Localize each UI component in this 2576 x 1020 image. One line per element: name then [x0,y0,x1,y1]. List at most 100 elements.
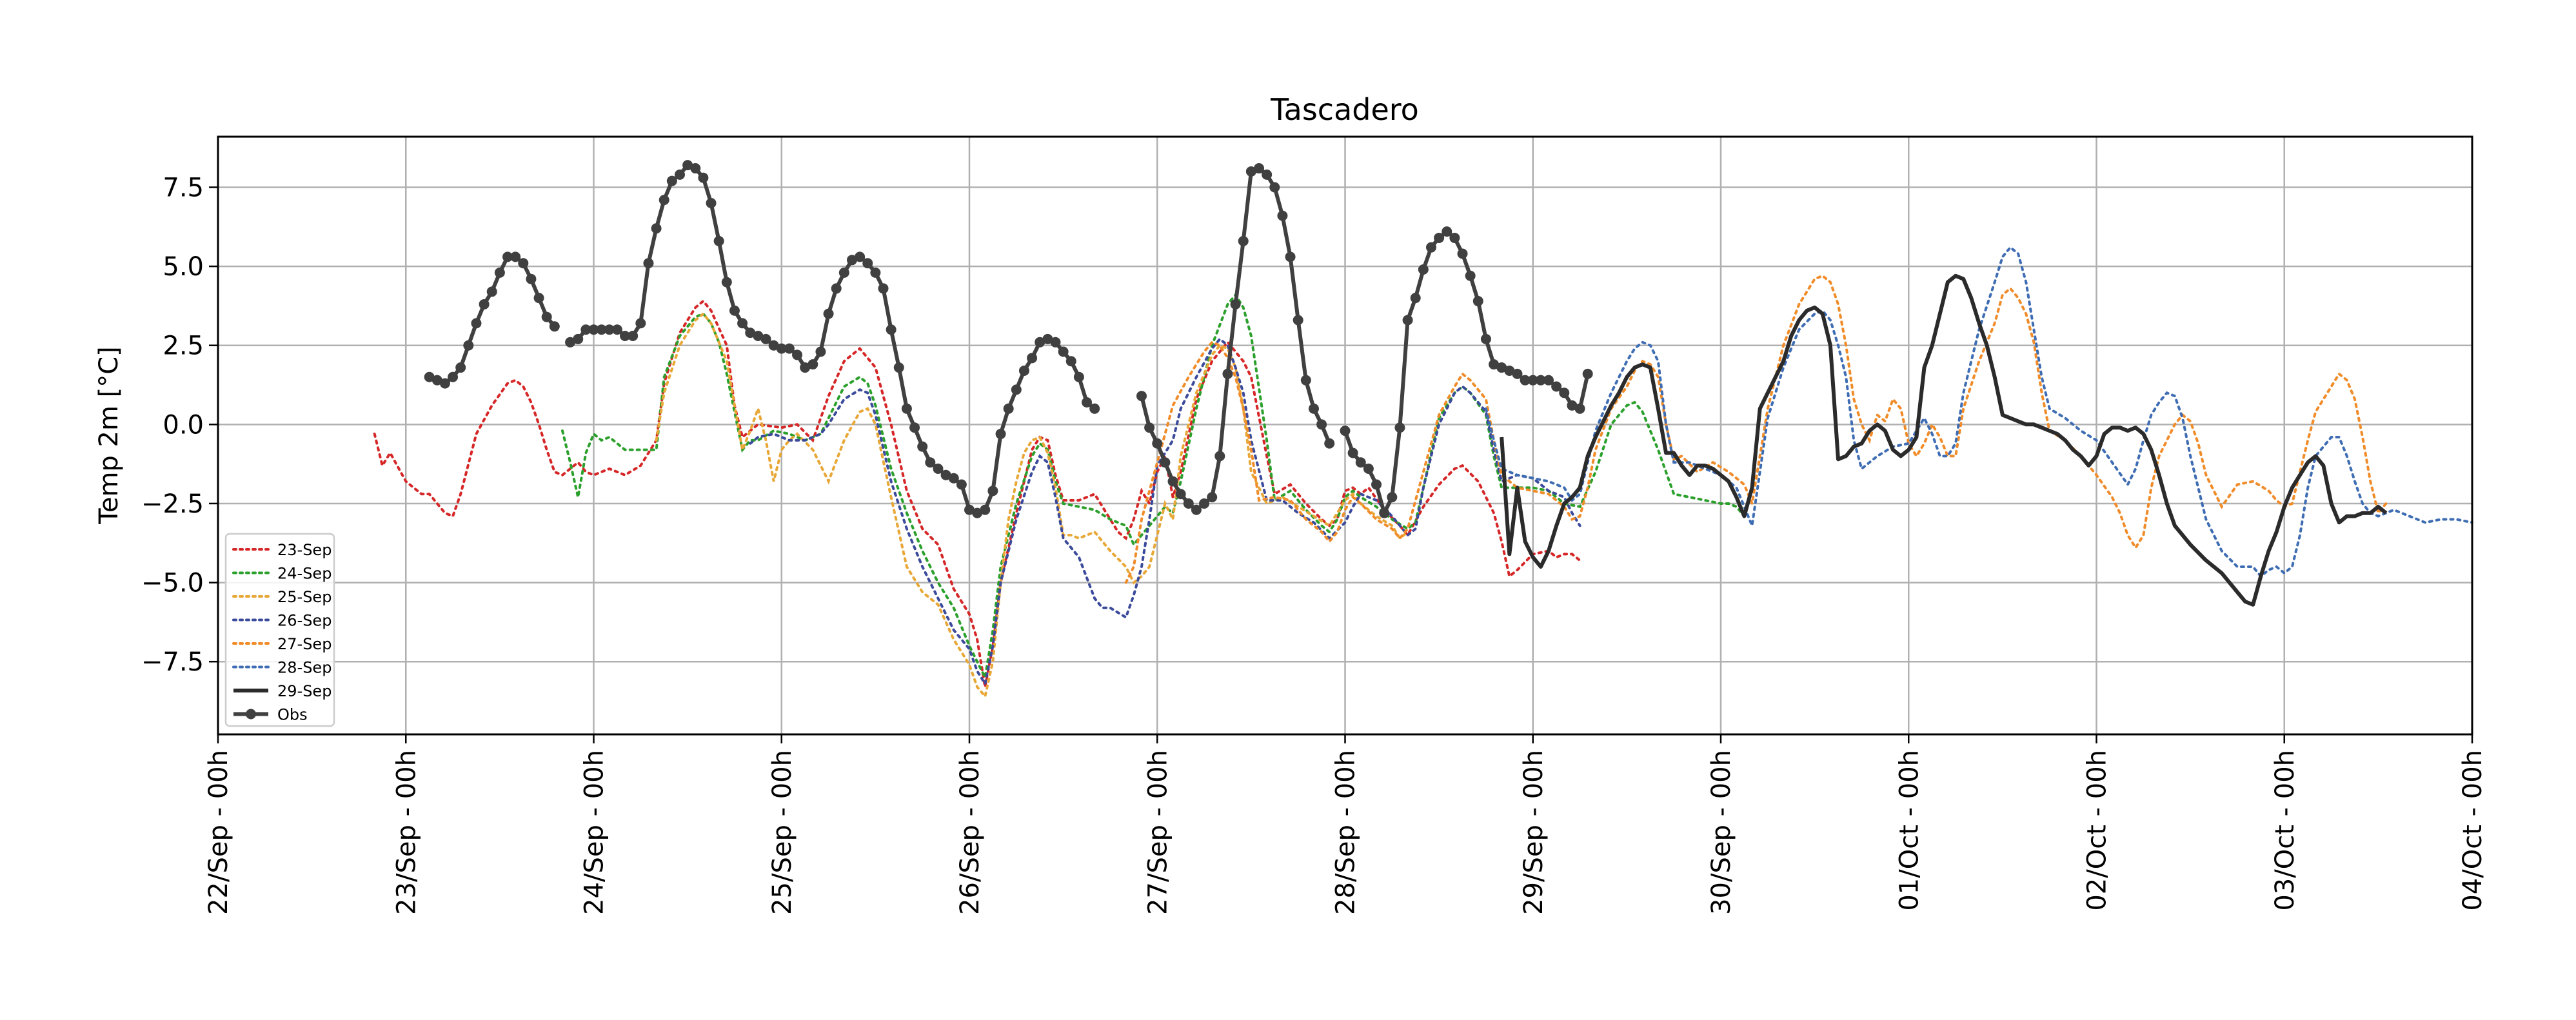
series-obs-point [1042,333,1053,344]
legend-27-sep-label: 27-Sep [277,635,332,653]
series-obs-point [1003,403,1014,414]
series-obs-point [1199,498,1210,509]
series-obs-point [807,359,818,370]
series-obs-point [1418,264,1429,275]
x-tick-label: 25/Sep - 00h [768,750,797,915]
series-obs-point [1504,365,1515,376]
series-obs-point [1355,457,1366,468]
series-obs-point [1191,504,1202,515]
y-axis: 7.5 5.0 2.5 0.0 −2.5 −5.0 −7.5 [141,173,218,677]
series-obs-point [893,362,904,373]
series-obs-point [1512,368,1523,379]
series-obs-point [995,429,1006,440]
series-obs-point [651,223,662,234]
series-obs-point [1559,387,1570,398]
series-obs-point [494,267,505,278]
series-obs-point [1245,166,1256,177]
legend-box [224,533,335,727]
series-obs-point [1324,438,1335,449]
x-tick-label: 27/Sep - 00h [1143,750,1173,915]
series-obs-point [1308,403,1319,414]
series-obs-point [753,331,764,341]
series-obs-point [792,349,803,360]
series-obs-point [1254,163,1265,174]
series-obs-point [1293,315,1303,326]
series-obs-point [533,293,544,304]
series-obs-point [643,258,654,269]
series-obs-point [987,485,998,496]
series-obs-point [448,371,459,382]
series-obs-point [1363,464,1374,474]
x-tick-label: 04/Oct - 00h [2458,750,2488,911]
series-obs-point [1285,251,1296,262]
series-obs-point [1222,368,1233,379]
series-obs-point [1402,315,1413,326]
series-obs-point [455,362,466,373]
series-obs-point [1082,397,1093,407]
series-obs-point [1230,299,1241,309]
series-obs-point [1050,337,1061,348]
series-obs-point [964,504,975,515]
series-obs-point [666,175,677,186]
series-obs-point [502,251,513,262]
chart-title: Tascadero [1270,92,1419,127]
series-obs-point [549,321,560,332]
series-obs-point [1449,232,1460,243]
series-obs-point [635,318,646,329]
y-tick-label: 5.0 [163,252,204,282]
series-obs-point [596,324,607,335]
series-obs-point [729,305,740,316]
series-obs-point [1387,492,1398,503]
series-obs-point [745,328,756,338]
series-obs-point [800,362,811,373]
series-obs-point [573,333,584,344]
series-obs-point [1065,356,1076,367]
series-obs-point [1496,362,1507,373]
series-obs-point [510,251,521,262]
series-obs-point [855,251,866,262]
series-obs-point [1089,403,1100,414]
series-obs-point [878,283,889,294]
series-obs-point [1011,384,1022,395]
series-obs-point [838,267,849,278]
series-obs-point [1183,498,1194,509]
series-obs-point [940,469,951,480]
series-obs-point [760,333,771,344]
series-obs-point [948,473,959,484]
series-obs-point [1214,451,1225,462]
series-obs-point [721,277,732,288]
series-obs-point [1262,169,1273,180]
series-obs-point [486,286,497,297]
x-tick-label: 23/Sep - 00h [391,750,421,915]
series-obs-point [1035,337,1045,348]
series-obs-point [901,403,912,414]
x-tick-label: 03/Oct - 00h [2270,750,2300,911]
series-obs-point [1175,489,1186,500]
series-obs-point [815,346,826,357]
series-obs-point [479,299,490,309]
y-tick-label: 2.5 [163,331,204,361]
series-obs-point [1167,476,1178,487]
series-obs-point [870,267,881,278]
series-obs-point [1489,359,1500,370]
legend-obs-marker [246,709,256,720]
series-obs-point [1152,438,1163,449]
series-obs-point [1144,422,1155,433]
series-obs-point [933,464,944,474]
series-obs-point [674,169,685,180]
series-obs-point [1425,242,1436,253]
series-obs-point [659,195,669,206]
x-tick-label: 28/Sep - 00h [1331,750,1361,915]
series-obs-point [1442,226,1452,237]
series-obs-point [1300,375,1311,386]
series-obs-point [424,371,435,382]
series-obs-point [1434,232,1445,243]
x-tick-label: 24/Sep - 00h [580,750,609,915]
series-obs-point [1527,375,1538,386]
series-obs-point [604,324,615,335]
series-obs-point [1520,375,1531,386]
series-obs-point [917,441,928,452]
series-obs-point [737,318,748,329]
